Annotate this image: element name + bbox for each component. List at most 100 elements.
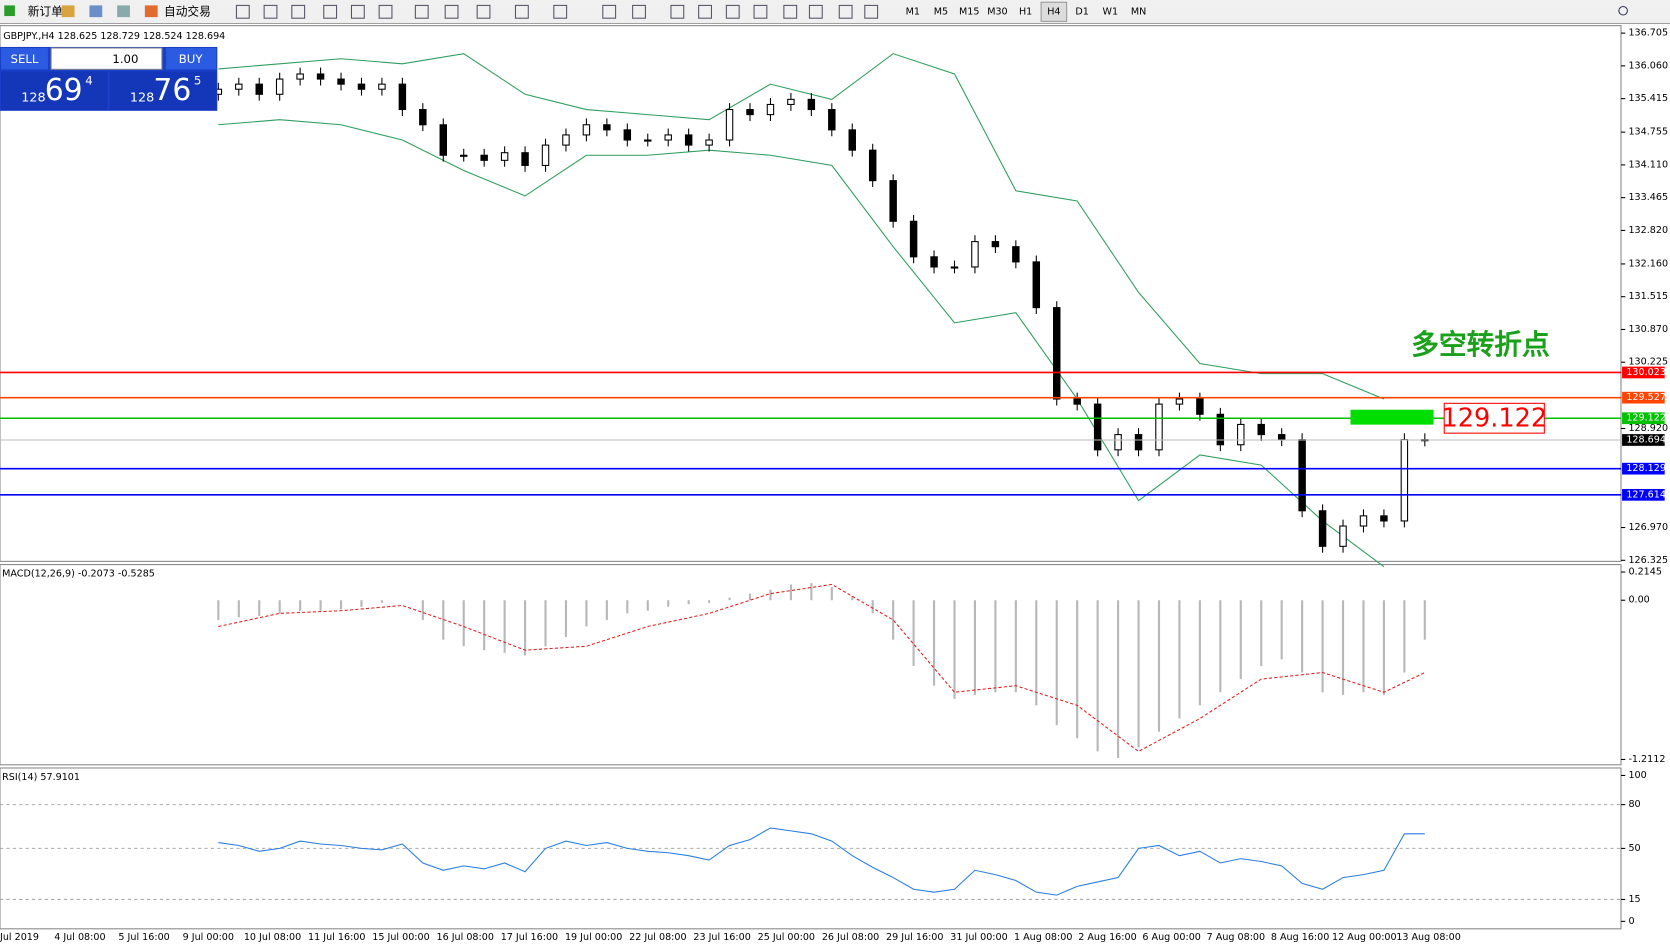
bid-sup: 4	[85, 74, 92, 88]
level-label: 130.023	[1626, 367, 1666, 378]
chart-header: GBPJPY.,H4 128.625 128.729 128.524 128.6…	[3, 31, 225, 42]
tool-button[interactable]	[864, 4, 879, 19]
price-tick-label: 134.110	[1628, 159, 1668, 170]
timeframe[interactable]: D1	[1075, 6, 1088, 17]
date-label: 7 Aug 08:00	[1207, 932, 1266, 943]
sell[interactable]: SELL	[11, 52, 39, 66]
ask-main: 76	[153, 73, 191, 108]
rsi-tick-label: 15	[1628, 894, 1640, 905]
tool-button[interactable]	[514, 4, 529, 19]
tool-button[interactable]	[602, 4, 617, 19]
tool-button[interactable]	[553, 4, 568, 19]
tool-button[interactable]	[235, 4, 250, 19]
candle	[705, 139, 713, 146]
rsi-label: RSI(14) 57.9101	[2, 772, 80, 783]
candle	[1012, 246, 1020, 263]
auto-trading[interactable]: 自动交易	[164, 4, 211, 18]
candle	[378, 83, 386, 90]
candle	[1237, 423, 1245, 446]
candle	[419, 109, 427, 126]
tool-button[interactable]	[378, 4, 393, 19]
search[interactable]	[1618, 5, 1628, 16]
candle	[521, 152, 529, 166]
timeframe[interactable]: M1	[906, 6, 920, 17]
tool-button[interactable]	[753, 4, 768, 19]
timeframe[interactable]: M5	[934, 6, 948, 17]
candle	[991, 241, 1000, 248]
macd-signal	[218, 583, 1426, 753]
price-tick-label: 126.970	[1628, 522, 1668, 533]
icon[interactable]	[89, 5, 103, 18]
icon[interactable]	[117, 5, 130, 18]
timeframe[interactable]: W1	[1103, 6, 1119, 17]
macd-frame	[0, 564, 1622, 766]
candle	[807, 98, 816, 111]
auto-trading-icon[interactable]	[144, 5, 158, 18]
date-label: 29 Jul 16:00	[886, 932, 943, 943]
bollinger-lower	[218, 119, 1385, 568]
candle	[1400, 439, 1409, 522]
candle	[480, 154, 488, 161]
timeframe[interactable]: H1	[1019, 6, 1032, 17]
date-label: 22 Jul 08:00	[629, 932, 686, 943]
new-order-icon[interactable]	[4, 5, 15, 17]
macd-tick-label: 0.2145	[1628, 567, 1662, 578]
tool-button[interactable]	[350, 4, 365, 19]
candle	[296, 73, 304, 80]
icon[interactable]	[61, 5, 75, 18]
buy-button[interactable]	[166, 48, 217, 70]
candle	[582, 124, 591, 136]
timeframe[interactable]: M30	[987, 6, 1007, 17]
timeframe[interactable]: H4	[1047, 6, 1060, 17]
buy[interactable]: BUY	[179, 52, 204, 66]
bid-main: 69	[45, 73, 83, 108]
lots-box[interactable]	[50, 47, 163, 70]
date-label: 13 Aug 08:00	[1396, 932, 1461, 943]
candle	[1339, 525, 1347, 547]
ask-box[interactable]	[109, 71, 217, 110]
tool-button[interactable]	[783, 4, 798, 19]
macd-tick-label: -1.2112	[1628, 754, 1665, 765]
candle	[971, 241, 979, 268]
date-label: 10 Jul 08:00	[244, 932, 301, 943]
macd-tick-label: 0.00	[1628, 595, 1649, 606]
candle	[1032, 261, 1041, 309]
candle	[664, 134, 672, 141]
sell-button[interactable]	[1, 48, 48, 70]
timeframe[interactable]: M15	[959, 6, 979, 17]
candle	[787, 98, 795, 105]
candle	[398, 83, 407, 111]
tool-button[interactable]	[670, 4, 685, 19]
tool-button[interactable]	[632, 4, 646, 19]
ask-big: 128	[130, 91, 154, 106]
tool-button[interactable]	[838, 4, 853, 19]
price-tick-label: 126.325	[1628, 555, 1668, 566]
lots[interactable]: 1.00	[112, 52, 138, 66]
new-order[interactable]: 新订单	[28, 4, 63, 18]
candle	[459, 154, 468, 157]
tool-button[interactable]	[476, 4, 491, 19]
price-tick-label: 136.705	[1628, 28, 1668, 39]
price-tick-label: 136.060	[1628, 60, 1668, 71]
bid-box[interactable]	[1, 71, 108, 110]
timeframe[interactable]: MN	[1131, 6, 1146, 17]
tool-button[interactable]	[414, 4, 429, 19]
tool-button[interactable]	[291, 4, 306, 19]
date-label: 12 Aug 00:00	[1332, 932, 1397, 943]
level-label: 127.614	[1626, 489, 1666, 500]
tool-button[interactable]	[444, 4, 459, 19]
candle	[868, 149, 877, 182]
candle	[235, 83, 243, 90]
tool-button[interactable]	[698, 4, 712, 19]
tool-button[interactable]	[808, 4, 823, 19]
price-tick-label: 128.920	[1628, 423, 1668, 434]
candle	[1175, 398, 1184, 405]
callout-label: 129.122	[1441, 403, 1547, 433]
tool-button[interactable]	[323, 4, 338, 19]
annotation: 多空转折点	[1411, 328, 1549, 361]
tool-button[interactable]	[263, 4, 278, 19]
price-tick-label: 130.870	[1628, 324, 1668, 335]
rsi-tick-label: 80	[1628, 799, 1640, 810]
tool-button[interactable]	[725, 4, 740, 19]
